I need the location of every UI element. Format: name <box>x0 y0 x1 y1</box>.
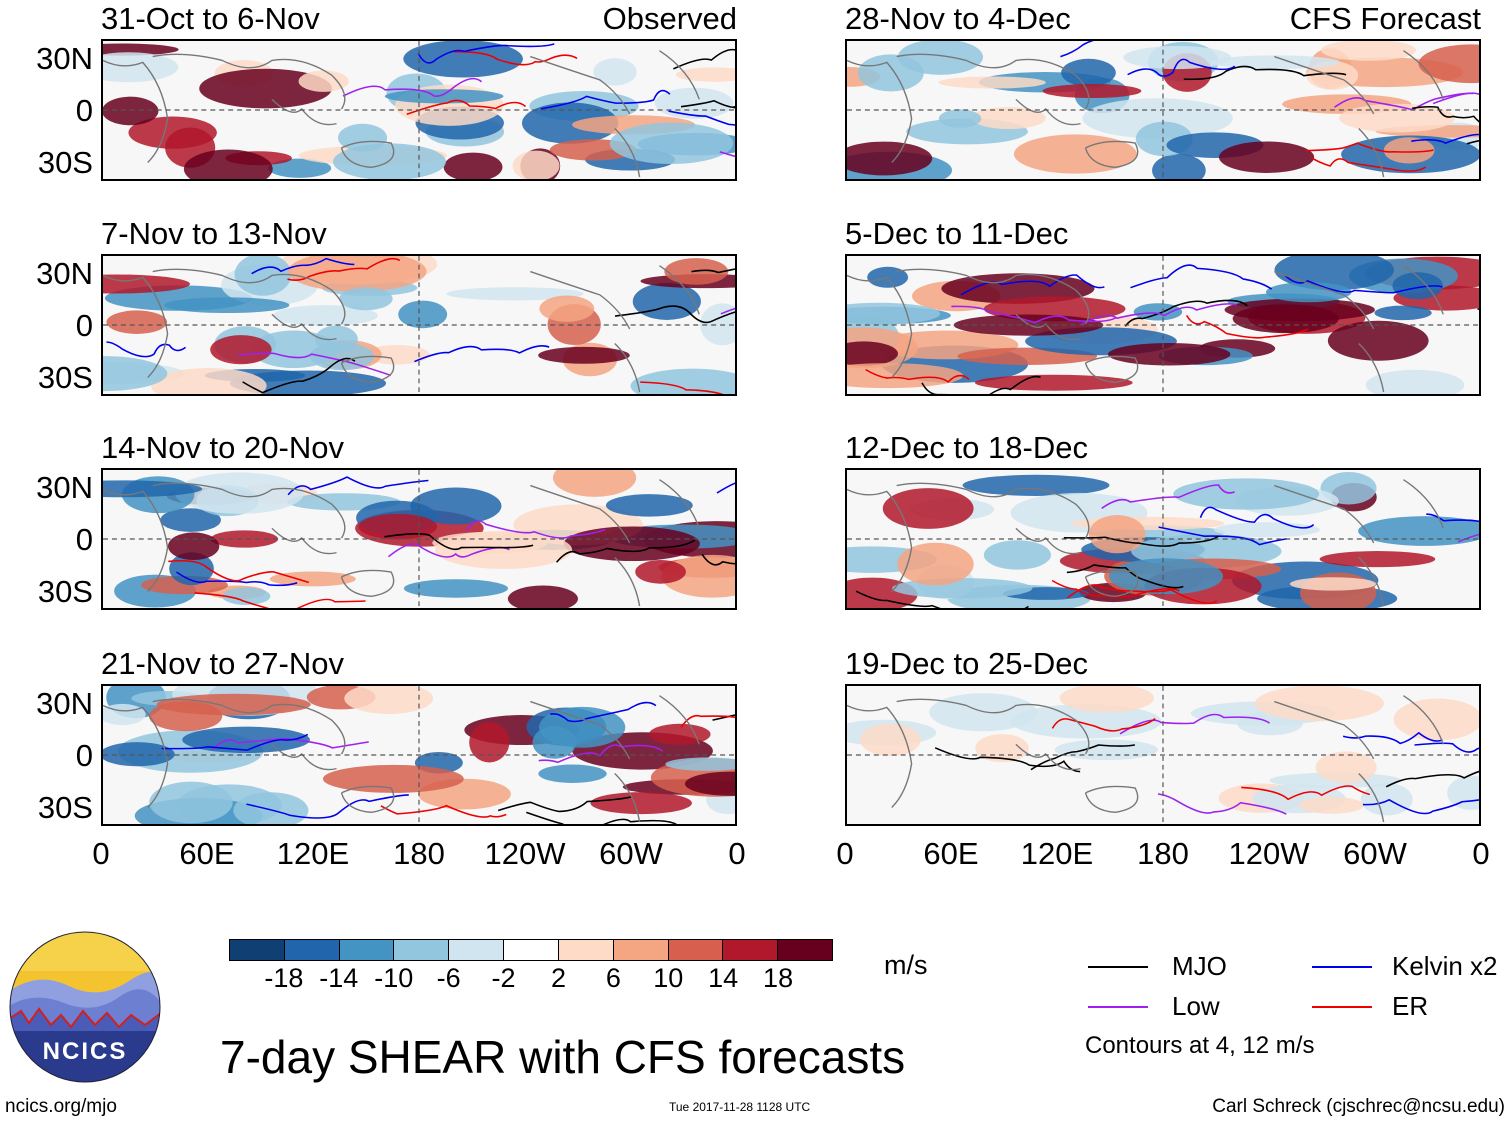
colorbar-tick-label: -10 <box>374 963 414 993</box>
latitude-label: 0 <box>75 522 93 557</box>
latitude-label: 30S <box>37 790 93 825</box>
colorbar-swatch <box>778 940 832 960</box>
colorbar-tick-label: -2 <box>491 963 516 993</box>
colorbar-tick-label: 6 <box>605 963 621 993</box>
longitude-label: 60E <box>923 836 979 871</box>
panel-title: 19-Dec to 25-Dec <box>845 646 1088 681</box>
shear-map <box>101 39 737 181</box>
longitude-label: 60W <box>1343 836 1407 871</box>
legend-low-label: Low <box>1172 991 1220 1021</box>
latitude-label: 0 <box>75 93 93 128</box>
shear-map <box>845 39 1481 181</box>
panel-title: 12-Dec to 18-Dec <box>845 430 1088 465</box>
panel-source-tag: Observed <box>602 1 737 36</box>
latitude-label: 30N <box>36 41 93 76</box>
colorbar-swatch <box>723 940 779 960</box>
longitude-label: 120E <box>276 836 350 871</box>
colorbar-tick-label: 2 <box>550 963 566 993</box>
latitude-label: 30S <box>37 360 93 395</box>
longitude-label: 60W <box>599 836 663 871</box>
longitude-label: 60E <box>179 836 235 871</box>
colorbar-swatch <box>284 940 340 960</box>
colorbar-swatch <box>668 940 724 960</box>
shear-colorbar <box>229 939 833 961</box>
latitude-label: 30N <box>36 470 93 505</box>
colorbar-tick-label: -18 <box>264 963 304 993</box>
colorbar-swatch <box>449 940 505 960</box>
latitude-label: 0 <box>75 738 93 773</box>
figure-title: 7-day SHEAR with CFS forecasts <box>220 1031 906 1083</box>
ncics-logo: NCICS <box>9 931 161 1083</box>
colorbar-tick-label: -6 <box>436 963 461 993</box>
logo-text: NCICS <box>43 1038 128 1065</box>
colorbar-swatch <box>558 940 614 960</box>
colorbar-swatch <box>504 940 559 960</box>
shear-map <box>101 254 737 396</box>
latitude-label: 30S <box>37 145 93 180</box>
panel-title: 21-Nov to 27-Nov <box>101 646 344 681</box>
latitude-label: 30N <box>36 256 93 291</box>
shear-map <box>101 684 737 826</box>
colorbar-tick-label: 18 <box>763 963 794 993</box>
shear-map <box>845 468 1481 610</box>
longitude-label: 0 <box>728 836 746 871</box>
legend-low-line <box>1088 1006 1148 1008</box>
colorbar-swatch <box>230 940 285 960</box>
shear-map <box>845 684 1481 826</box>
shear-map <box>845 254 1481 396</box>
panel-source-tag: CFS Forecast <box>1289 1 1481 36</box>
footer-timestamp: Tue 2017-11-28 1128 UTC <box>669 1100 811 1114</box>
contour-note: Contours at 4, 12 m/s <box>1085 1032 1315 1059</box>
panel-title: 28-Nov to 4-Dec <box>845 1 1071 36</box>
longitude-label: 120W <box>484 836 566 871</box>
longitude-label: 120W <box>1228 836 1310 871</box>
footer-author: Carl Schreck (cjschrec@ncsu.edu) <box>1212 1096 1505 1117</box>
colorbar-unit: m/s <box>884 950 928 980</box>
legend-kelvin-label: Kelvin x2 <box>1392 951 1498 981</box>
longitude-label: 180 <box>393 836 445 871</box>
longitude-label: 0 <box>92 836 110 871</box>
panel-title: 14-Nov to 20-Nov <box>101 430 344 465</box>
longitude-label: 180 <box>1137 836 1189 871</box>
colorbar-tick-label: 14 <box>708 963 739 993</box>
colorbar-swatch <box>613 940 669 960</box>
latitude-label: 30N <box>36 686 93 721</box>
footer-url[interactable]: ncics.org/mjo <box>5 1096 117 1117</box>
longitude-label: 0 <box>1472 836 1490 871</box>
legend-er-label: ER <box>1392 991 1429 1021</box>
legend-mjo-line <box>1088 966 1148 968</box>
colorbar-tick-label: -14 <box>319 963 359 993</box>
panel-title: 7-Nov to 13-Nov <box>101 216 327 251</box>
colorbar-swatch <box>339 940 395 960</box>
colorbar-swatch <box>394 940 450 960</box>
colorbar-tick-label: 10 <box>653 963 684 993</box>
legend-mjo-label: MJO <box>1172 951 1227 981</box>
panel-title: 31-Oct to 6-Nov <box>101 1 320 36</box>
legend-kelvin-line <box>1312 966 1372 968</box>
latitude-label: 30S <box>37 574 93 609</box>
longitude-label: 120E <box>1020 836 1094 871</box>
longitude-label: 0 <box>836 836 854 871</box>
latitude-label: 0 <box>75 308 93 343</box>
shear-map <box>101 468 737 610</box>
legend-er-line <box>1312 1006 1372 1008</box>
panel-title: 5-Dec to 11-Dec <box>845 216 1069 251</box>
